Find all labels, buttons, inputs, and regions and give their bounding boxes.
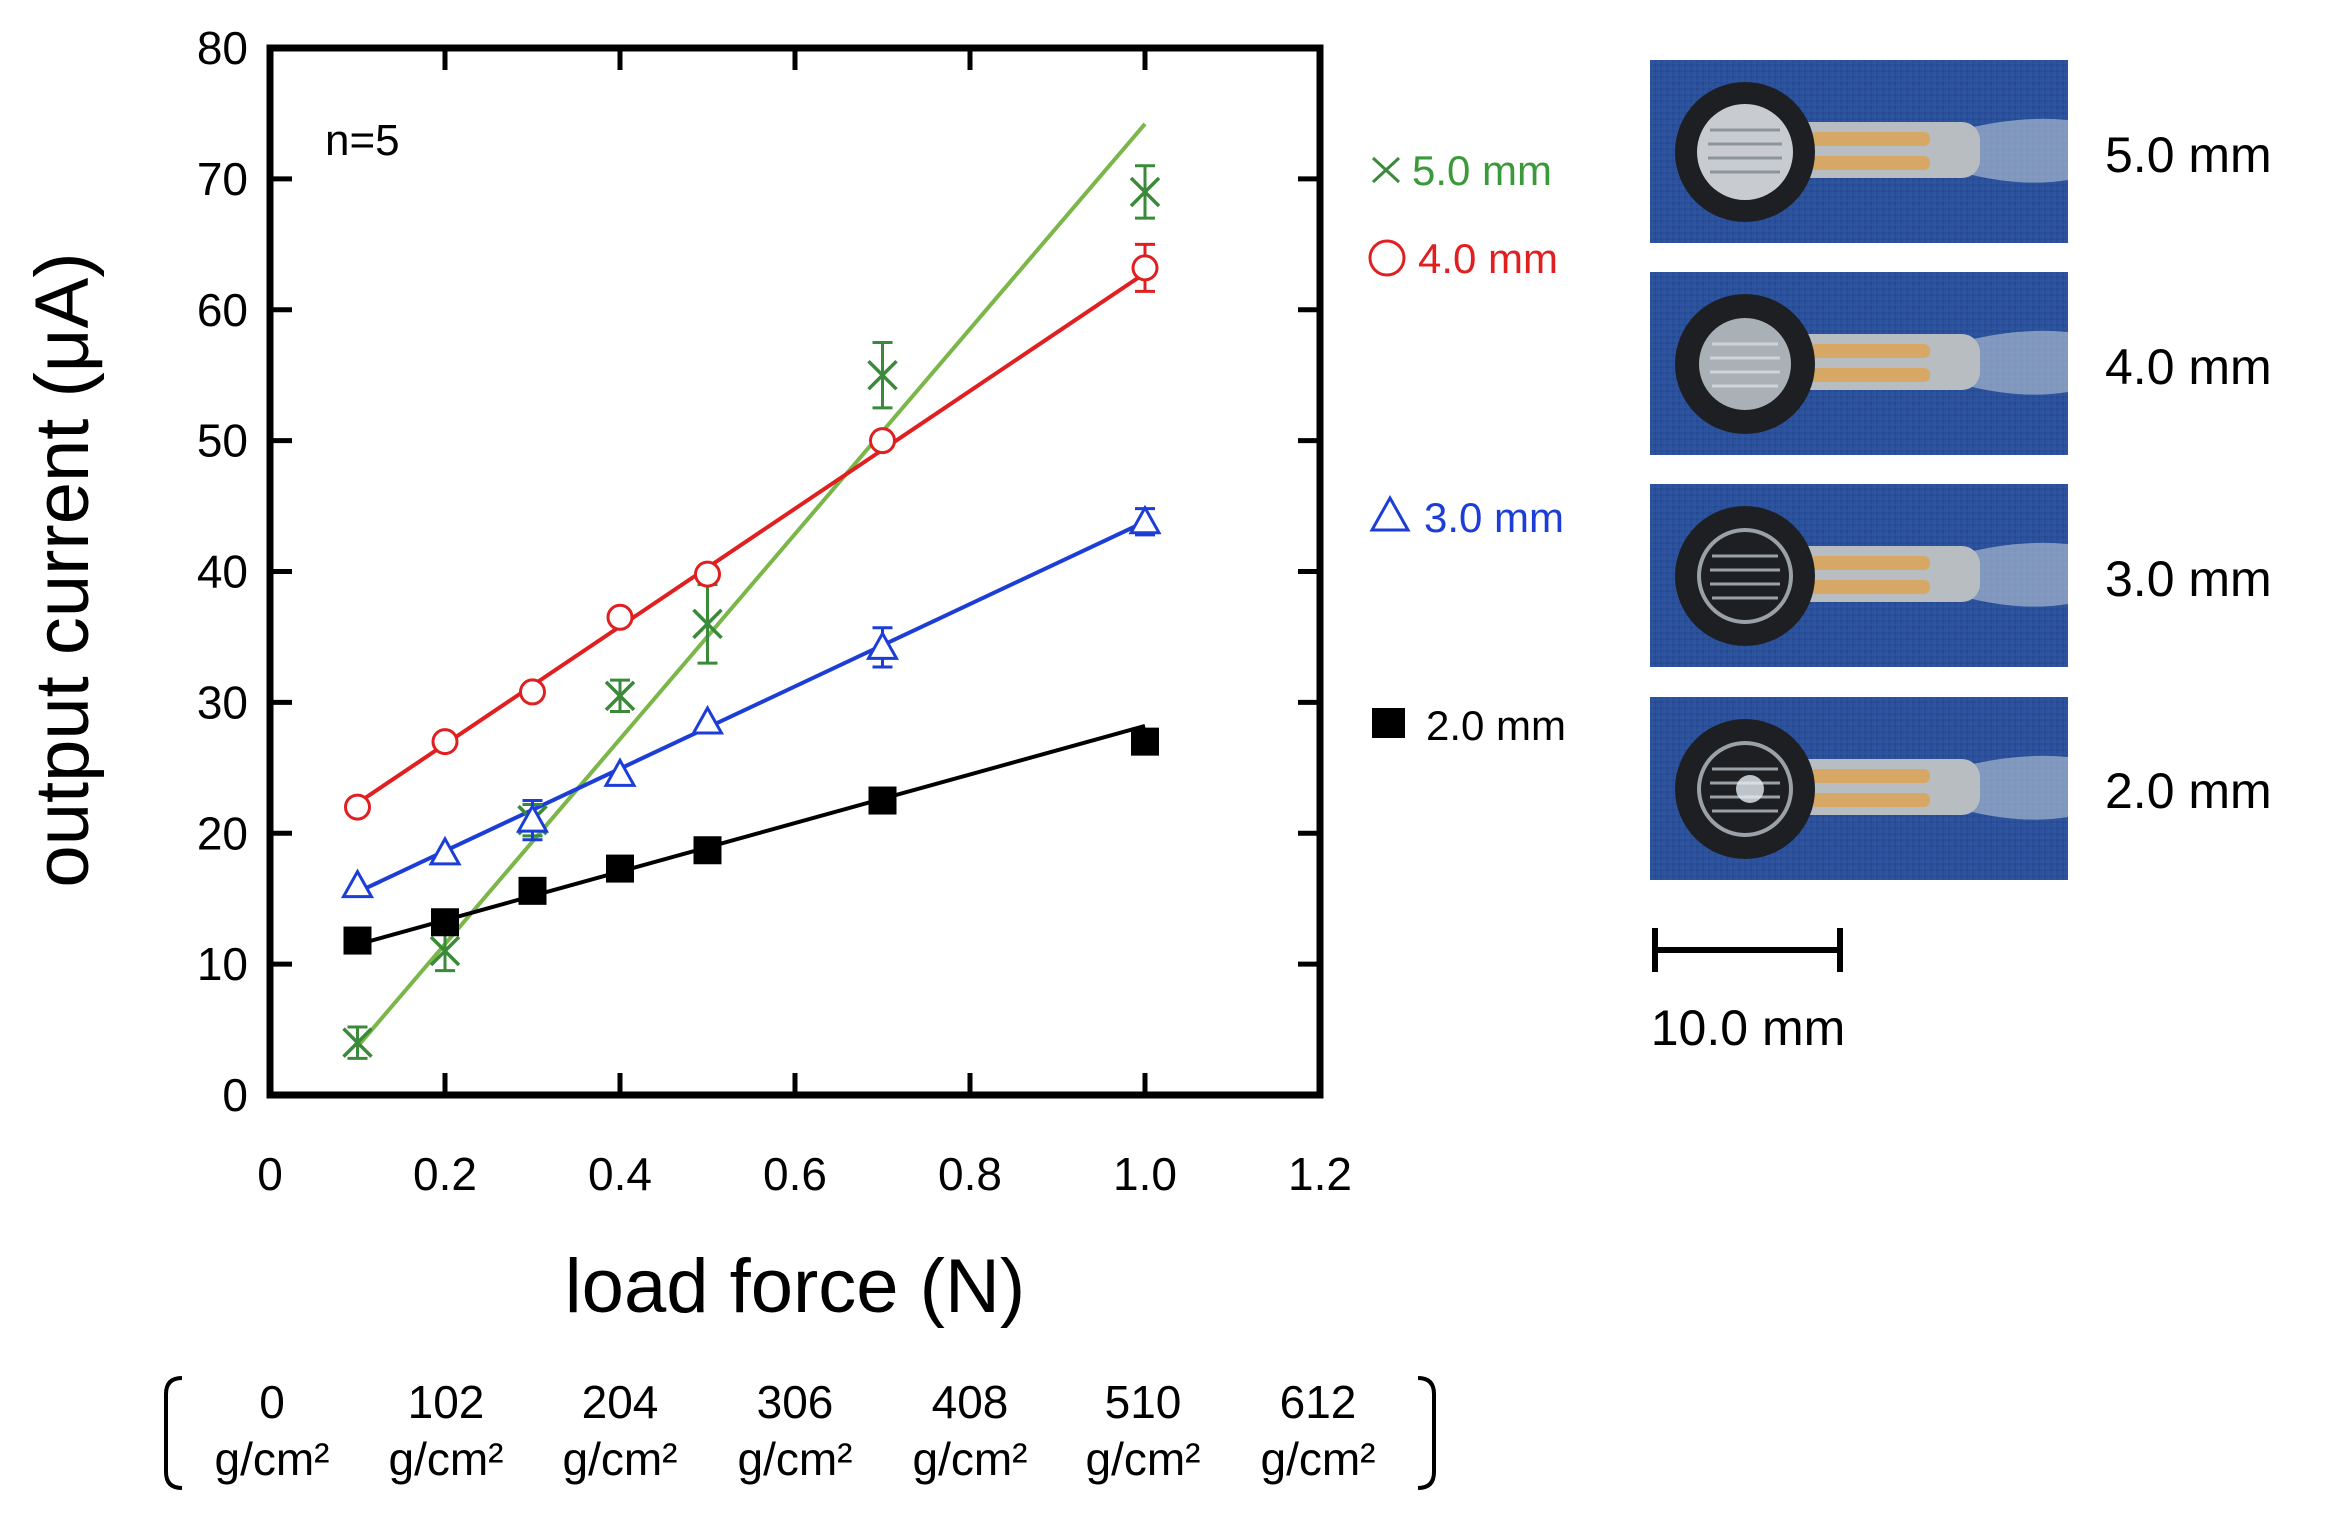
legend-item-2mm: 2.0 mm (1372, 702, 1566, 749)
pressure-value: 306 (757, 1376, 834, 1428)
point-30mm (428, 835, 462, 866)
point-20mm (606, 854, 634, 883)
y-axis-ticks: 0 10 20 30 40 50 60 70 80 (197, 22, 1320, 1121)
legend-label-5mm: 5.0 mm (1412, 147, 1552, 194)
pressure-value: 204 (582, 1376, 659, 1428)
legend: 5.0 mm 4.0 mm 3.0 mm 2.0 mm (1368, 147, 1566, 749)
scale-bar-label: 10.0 mm (1651, 1000, 1846, 1056)
legend-item-4mm: 4.0 mm (1368, 235, 1558, 282)
point-50mm (692, 608, 723, 640)
point-20mm (1131, 727, 1159, 756)
point-40mm (694, 560, 721, 588)
point-40mm (344, 793, 371, 821)
sensor-photos: 5.0 mm 4.0 mm 3.0 mm 2.0 mm 10.0 mm (1650, 60, 2272, 1056)
x-tick-label: 0 (257, 1148, 283, 1200)
pressure-unit: g/cm² (738, 1433, 853, 1485)
point-40mm (869, 427, 896, 455)
pressure-unit: g/cm² (913, 1433, 1028, 1485)
fit-lines (355, 122, 1147, 1048)
point-30mm (515, 803, 550, 833)
photo-label-5mm: 5.0 mm (2105, 127, 2272, 183)
x-tick-label: 0.8 (938, 1148, 1002, 1200)
x-tick-label: 0.6 (763, 1148, 827, 1200)
point-50mm (867, 359, 898, 391)
point-40mm (1131, 254, 1159, 282)
sample-size-annotation: n=5 (325, 116, 400, 165)
point-40mm (431, 728, 459, 756)
legend-item-5mm: 5.0 mm (1371, 147, 1552, 194)
y-tick-label: 80 (197, 22, 248, 74)
sensor-photo-2mm (1650, 697, 2068, 880)
pressure-unit: g/cm² (563, 1433, 678, 1485)
x-tick-label: 0.4 (588, 1148, 652, 1200)
point-20mm (868, 786, 897, 815)
legend-label-4mm: 4.0 mm (1418, 235, 1558, 282)
pressure-value: 510 (1105, 1376, 1182, 1428)
sensor-photo-5mm (1650, 60, 2068, 243)
pressure-value: 408 (932, 1376, 1009, 1428)
sensor-photo-3mm (1650, 484, 2068, 667)
legend-item-3mm: 3.0 mm (1369, 494, 1564, 541)
x-axis-ticks: 0 0.2 0.4 0.6 0.8 1.0 1.2 (257, 48, 1352, 1200)
pressure-value: 0 (259, 1376, 285, 1428)
data-markers (340, 176, 1162, 1058)
legend-label-2mm: 2.0 mm (1426, 702, 1566, 749)
scale-bar (1652, 928, 1843, 972)
point-20mm (518, 876, 547, 905)
x-marker-icon (1371, 156, 1401, 184)
square-marker-icon (1372, 708, 1405, 738)
pressure-unit: g/cm² (215, 1433, 330, 1485)
pressure-unit: g/cm² (1086, 1433, 1201, 1485)
point-30mm (340, 868, 375, 899)
point-50mm (1129, 176, 1161, 208)
point-50mm (429, 935, 461, 967)
y-tick-label: 30 (197, 676, 248, 728)
right-bracket (1417, 1376, 1436, 1490)
photo-label-2mm: 2.0 mm (2105, 763, 2272, 819)
y-tick-label: 50 (197, 415, 248, 467)
y-tick-label: 70 (197, 153, 248, 205)
y-tick-label: 40 (197, 546, 248, 598)
left-bracket (164, 1376, 183, 1490)
y-axis-title: output current (μA) (20, 252, 105, 887)
x-tick-label: 0.2 (413, 1148, 477, 1200)
point-20mm (693, 836, 722, 865)
y-tick-label: 20 (197, 807, 248, 859)
point-50mm (604, 680, 636, 712)
point-30mm (603, 757, 637, 787)
y-tick-label: 0 (222, 1069, 248, 1121)
point-40mm (519, 678, 546, 706)
x-tick-label: 1.2 (1288, 1148, 1352, 1200)
circle-marker-icon (1368, 239, 1406, 277)
triangle-marker-icon (1369, 494, 1411, 532)
pressure-axis: 0g/cm²102g/cm²204g/cm²306g/cm²408g/cm²51… (215, 1376, 1376, 1485)
fit-line-50mm (355, 122, 1147, 1048)
plot-frame (266, 44, 1324, 1099)
fit-line-20mm (356, 724, 1146, 947)
pressure-value: 612 (1280, 1376, 1357, 1428)
pressure-unit: g/cm² (1261, 1433, 1376, 1485)
y-tick-label: 10 (197, 938, 248, 990)
x-axis-title: load force (N) (565, 1244, 1025, 1329)
error-bars (347, 164, 1155, 1060)
photo-label-4mm: 4.0 mm (2105, 339, 2272, 395)
point-50mm (342, 1027, 373, 1058)
point-30mm (1128, 504, 1162, 535)
pressure-value: 102 (408, 1376, 485, 1428)
point-40mm (606, 603, 634, 631)
point-20mm (431, 908, 459, 937)
y-tick-label: 60 (197, 284, 248, 336)
point-30mm (690, 704, 725, 735)
pressure-unit: g/cm² (389, 1433, 504, 1485)
fit-line-30mm (356, 519, 1146, 894)
sensor-photo-4mm (1650, 272, 2068, 455)
legend-label-3mm: 3.0 mm (1424, 494, 1564, 541)
fit-line-40mm (356, 271, 1147, 805)
x-tick-label: 1.0 (1113, 1148, 1177, 1200)
point-30mm (865, 630, 900, 660)
point-20mm (343, 926, 372, 955)
photo-label-3mm: 3.0 mm (2105, 551, 2272, 607)
